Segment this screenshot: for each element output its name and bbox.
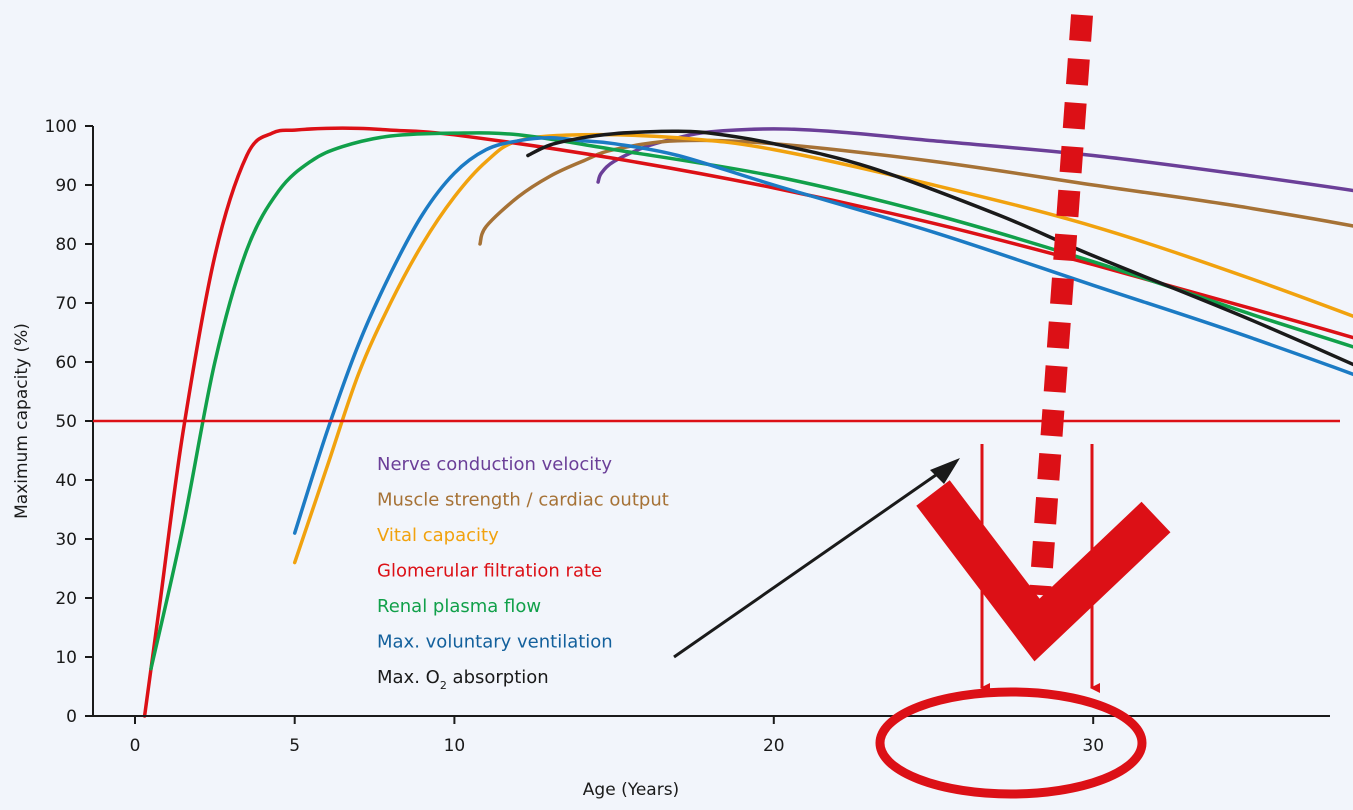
y-tick-label: 70 [55, 294, 77, 314]
ellipse-highlight-icon [875, 687, 1147, 799]
legend-label-muscle-strength-cardiac-output: Muscle strength / cardiac output [377, 490, 669, 511]
x-axis-title: Age (Years) [583, 780, 679, 800]
pointer-arrow-shaft [673, 466, 947, 659]
y-axis-title: Maximum capacity (%) [12, 323, 32, 519]
series-lines-layer [142, 126, 1353, 718]
tick-marks-layer [85, 125, 1095, 724]
series-line-muscle-strength-cardiac-output [478, 138, 1353, 246]
y-tick-label: 100 [45, 117, 77, 137]
x-tick-label: 10 [444, 736, 466, 756]
x-tick-label: 30 [1082, 736, 1104, 756]
y-tick-label: 60 [55, 353, 77, 373]
y-tick-label: 0 [66, 707, 77, 727]
checkmark-icon [916, 480, 1171, 662]
legend-label-glomerular-filtration-rate: Glomerular filtration rate [377, 561, 602, 582]
y-tick-label: 50 [55, 412, 77, 432]
legend-label-max-voluntary-ventilation: Max. voluntary ventilation [377, 632, 613, 653]
series-line-renal-plasma-flow [149, 131, 1353, 671]
annotations-layer [93, 14, 1340, 799]
legend-label-nerve-conduction-velocity: Nerve conduction velocity [377, 454, 612, 475]
x-tick-label: 20 [763, 736, 785, 756]
legend-label-renal-plasma-flow: Renal plasma flow [377, 596, 541, 617]
legend-label-max-o2-absorption: Max. O2 absorption [377, 667, 549, 692]
x-tick-label: 0 [130, 736, 141, 756]
series-line-max-voluntary-ventilation [292, 136, 1353, 535]
y-tick-label: 80 [55, 235, 77, 255]
y-tick-label: 20 [55, 589, 77, 609]
y-tick-label: 10 [55, 648, 77, 668]
series-line-max-o2-absorption [526, 129, 1353, 367]
x-tick-label: 5 [289, 736, 300, 756]
legend-label-vital-capacity: Vital capacity [377, 525, 499, 546]
y-tick-label: 90 [55, 176, 77, 196]
dotted-marker-line [1029, 14, 1093, 596]
tick-labels-layer: 010203040506070809010005102030404550 [45, 117, 1104, 756]
y-tick-label: 30 [55, 530, 77, 550]
series-line-vital-capacity [292, 132, 1353, 565]
pointer-arrowhead [930, 458, 960, 484]
legend: Nerve conduction velocity Muscle strength… [377, 454, 669, 692]
y-tick-label: 40 [55, 471, 77, 491]
